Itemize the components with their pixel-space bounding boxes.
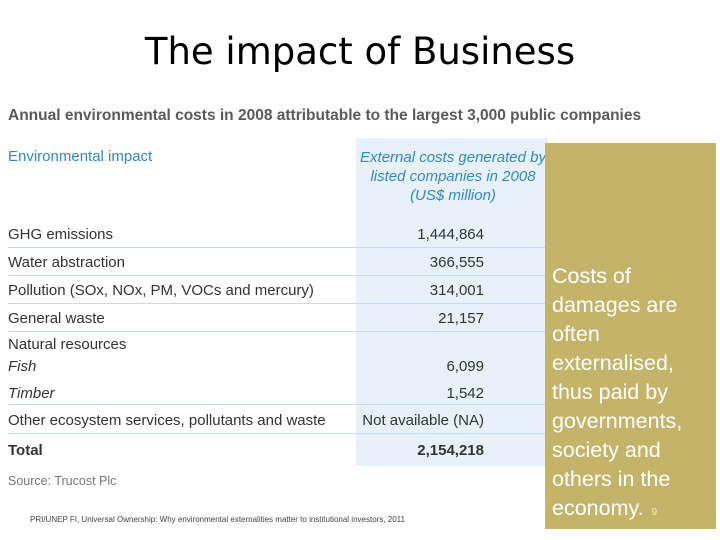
row-value: Not available (NA) <box>362 412 484 429</box>
table-caption: Annual environmental costs in 2008 attri… <box>8 107 642 124</box>
column-header-costs: External costs generated by listed compa… <box>360 149 546 204</box>
cost-column-highlight <box>356 138 548 466</box>
row-label: Total <box>8 442 43 459</box>
table-row: Water abstraction 366,555 <box>8 248 548 276</box>
citation-footnote: PRI/UNEP FI, Universal Ownership: Why en… <box>30 515 405 524</box>
table-row: Timber 1,542 <box>8 377 548 405</box>
row-label: GHG emissions <box>8 226 114 243</box>
table-row: Fish 6,099 <box>8 357 548 377</box>
row-value: 314,001 <box>429 282 484 299</box>
table-row: Natural resources <box>8 333 548 357</box>
row-label: Natural resources <box>8 336 127 353</box>
table-row: GHG emissions 1,444,864 <box>8 220 548 248</box>
row-label: Pollution (SOx, NOx, PM, VOCs and mercur… <box>8 282 314 299</box>
row-value: 1,542 <box>446 385 484 402</box>
table-row: Pollution (SOx, NOx, PM, VOCs and mercur… <box>8 276 548 304</box>
page-number: 9 <box>651 507 658 518</box>
column-header-impact: Environmental impact <box>8 148 153 165</box>
row-value: 366,555 <box>429 254 484 271</box>
row-label: Timber <box>8 385 55 402</box>
row-label: Fish <box>8 358 37 375</box>
environmental-costs-table: Environmental impact External costs gene… <box>8 138 548 500</box>
row-value: 1,444,864 <box>417 226 484 243</box>
side-note-text: Costs of damages are often externalised,… <box>552 264 683 520</box>
row-label: General waste <box>8 310 105 327</box>
table-row: General waste 21,157 <box>8 304 548 332</box>
side-note: Costs of damages are often externalised,… <box>552 262 714 527</box>
table-source: Source: Trucost Plc <box>8 474 117 488</box>
row-value: 2,154,218 <box>417 442 484 459</box>
table-row-total: Total 2,154,218 <box>8 434 548 463</box>
row-value: 21,157 <box>438 310 484 327</box>
row-label: Water abstraction <box>8 254 125 271</box>
row-label: Other ecosystem services, pollutants and… <box>8 412 326 429</box>
row-value: 6,099 <box>446 358 484 375</box>
side-note-box: Costs of damages are often externalised,… <box>545 143 716 529</box>
table-row: Other ecosystem services, pollutants and… <box>8 405 548 434</box>
slide-title: The impact of Business <box>144 30 576 73</box>
